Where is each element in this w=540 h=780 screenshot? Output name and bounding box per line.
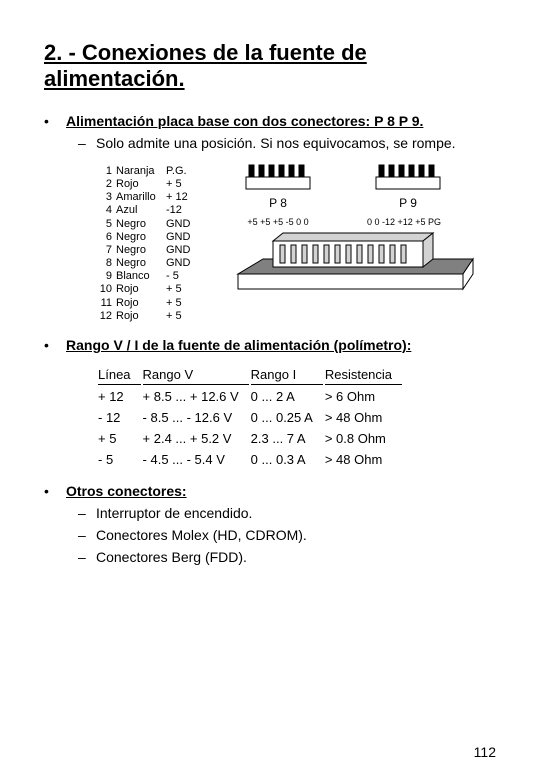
pin-table: 1NaranjaP.G.2Rojo+ 53Amarillo+ 124Azul-1…	[96, 165, 202, 323]
bullet-dot: •	[44, 113, 66, 129]
pin-row: 12Rojo+ 5	[96, 310, 202, 323]
otros-item: –Interruptor de encendido.	[78, 505, 496, 521]
page-number: 112	[474, 744, 496, 760]
section1-sub: Solo admite una posición. Si nos equivoc…	[96, 135, 456, 151]
pin-row: 3Amarillo+ 12	[96, 191, 202, 204]
connector-diagram: P 8 P 9 +5 +5 +5 -5 0 0 0 0 -12 +12 +5 P…	[218, 159, 478, 323]
page-title: 2. - Conexiones de la fuente de alimenta…	[44, 40, 496, 93]
range-col: Resistencia	[325, 365, 402, 385]
pin-row: 2Rojo+ 5	[96, 178, 202, 191]
pin-row: 11Rojo+ 5	[96, 297, 202, 310]
range-row: - 12- 8.5 ... - 12.6 V0 ... 0.25 A> 48 O…	[98, 408, 402, 427]
pin-row: 4Azul-12	[96, 204, 202, 217]
pin-row: 10Rojo+ 5	[96, 283, 202, 296]
pin-row: 7NegroGND	[96, 244, 202, 257]
pin-row: 8NegroGND	[96, 257, 202, 270]
range-col: Rango V	[143, 365, 249, 385]
range-row: + 12+ 8.5 ... + 12.6 V0 ... 2 A> 6 Ohm	[98, 387, 402, 406]
bullet-dot: •	[44, 483, 66, 499]
section2-heading: Rango V / I de la fuente de alimentación…	[66, 337, 411, 353]
p8-label: P 8	[269, 196, 287, 210]
range-row: + 5+ 2.4 ... + 5.2 V2.3 ... 7 A> 0.8 Ohm	[98, 429, 402, 448]
range-col: Rango I	[251, 365, 323, 385]
p9-label: P 9	[399, 196, 417, 210]
p8-vals: +5 +5 +5 -5 0 0	[247, 217, 308, 227]
section1-heading: Alimentación placa base con dos conector…	[66, 113, 423, 129]
range-col: Línea	[98, 365, 141, 385]
pin-row: 9Blanco- 5	[96, 270, 202, 283]
pin-row: 5NegroGND	[96, 218, 202, 231]
dash-icon: –	[78, 135, 96, 151]
range-table: LíneaRango VRango IResistencia + 12+ 8.5…	[96, 363, 404, 471]
section3-heading: Otros conectores:	[66, 483, 187, 499]
bullet-dot: •	[44, 337, 66, 353]
otros-item: –Conectores Molex (HD, CDROM).	[78, 527, 496, 543]
pin-row: 6NegroGND	[96, 231, 202, 244]
p9-vals: 0 0 -12 +12 +5 PG	[367, 217, 441, 227]
otros-item: –Conectores Berg (FDD).	[78, 549, 496, 565]
pin-row: 1NaranjaP.G.	[96, 165, 202, 178]
range-row: - 5- 4.5 ... - 5.4 V0 ... 0.3 A> 48 Ohm	[98, 450, 402, 469]
